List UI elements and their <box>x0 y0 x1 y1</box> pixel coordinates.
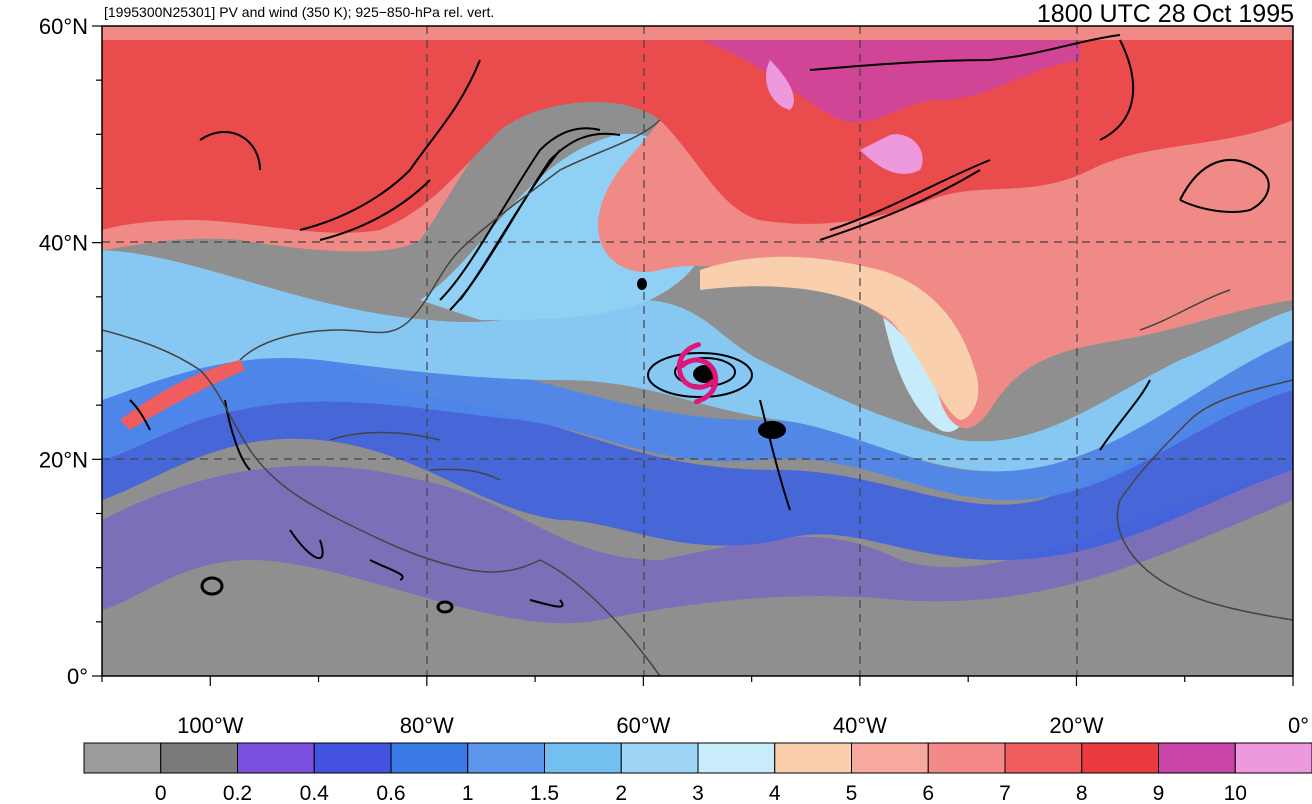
colorbar-swatch <box>927 742 1006 774</box>
colorbar-swatch <box>160 742 238 774</box>
coastlines <box>102 119 1293 676</box>
longitude-label: 80°W <box>400 713 454 738</box>
colorbar-swatch <box>1081 742 1159 774</box>
longitude-label: 20°W <box>1049 713 1103 738</box>
colorbar-swatch <box>313 742 392 774</box>
latitude-labels: 60°N 40°N 20°N 0° <box>39 14 88 689</box>
colorbar-label: 0.4 <box>300 782 330 804</box>
map-title-left: [1995300N25301] PV and wind (350 K); 925… <box>104 4 495 20</box>
graticule <box>102 26 1293 676</box>
colorbar-swatch <box>1004 742 1083 774</box>
colorbar-swatch <box>544 742 622 774</box>
colorbar-label: 7 <box>999 782 1011 804</box>
colorbar-swatch <box>1158 742 1236 774</box>
colorbar-label: 0.2 <box>223 782 252 804</box>
colorbar-label: 10 <box>1224 782 1247 804</box>
colorbar-label: 0 <box>155 782 167 804</box>
colorbar-label: 3 <box>692 782 704 804</box>
map-title-right: 1800 UTC 28 Oct 1995 <box>1036 0 1294 28</box>
colorbar-swatch <box>774 742 852 774</box>
longitude-label: 60°W <box>616 713 670 738</box>
longitude-label: 40°W <box>833 713 887 738</box>
colorbar-swatch <box>237 742 315 774</box>
colorbar-swatch <box>697 742 776 774</box>
longitude-labels: 100°W 80°W 60°W 40°W 20°W 0° <box>177 713 1309 738</box>
colorbar-label: 8 <box>1076 782 1088 804</box>
colorbar-label: 6 <box>922 782 934 804</box>
tropical-cyclone-icon <box>676 342 719 405</box>
map-field <box>102 26 1293 676</box>
latitude-label: 60°N <box>39 14 88 39</box>
colorbar-swatch <box>83 742 162 774</box>
colorbar-label: 1.5 <box>530 782 559 804</box>
latitude-label: 0° <box>67 664 88 689</box>
latitude-label: 20°N <box>39 447 88 472</box>
colorbar-swatch <box>620 742 699 774</box>
colorbar-label: 9 <box>1153 782 1165 804</box>
colorbar <box>83 742 1312 774</box>
vorticity-contours <box>129 34 1270 608</box>
colorbar-swatch <box>467 742 545 774</box>
colorbar-labels: 0 0.2 0.4 0.6 1 1.5 2 3 4 5 6 7 8 9 10 <box>155 782 1247 804</box>
colorbar-label: 0.6 <box>376 782 405 804</box>
colorbar-label: 5 <box>846 782 858 804</box>
longitude-label: 100°W <box>177 713 244 738</box>
colorbar-swatch <box>390 742 469 774</box>
latitude-label: 40°N <box>39 231 88 256</box>
colorbar-label: 2 <box>615 782 627 804</box>
longitude-label: 0° <box>1288 713 1309 738</box>
axis-ticks <box>92 25 1294 686</box>
colorbar-swatch <box>1234 742 1312 774</box>
colorbar-label: 4 <box>769 782 781 804</box>
colorbar-swatch <box>851 742 929 774</box>
colorbar-label: 1 <box>462 782 474 804</box>
